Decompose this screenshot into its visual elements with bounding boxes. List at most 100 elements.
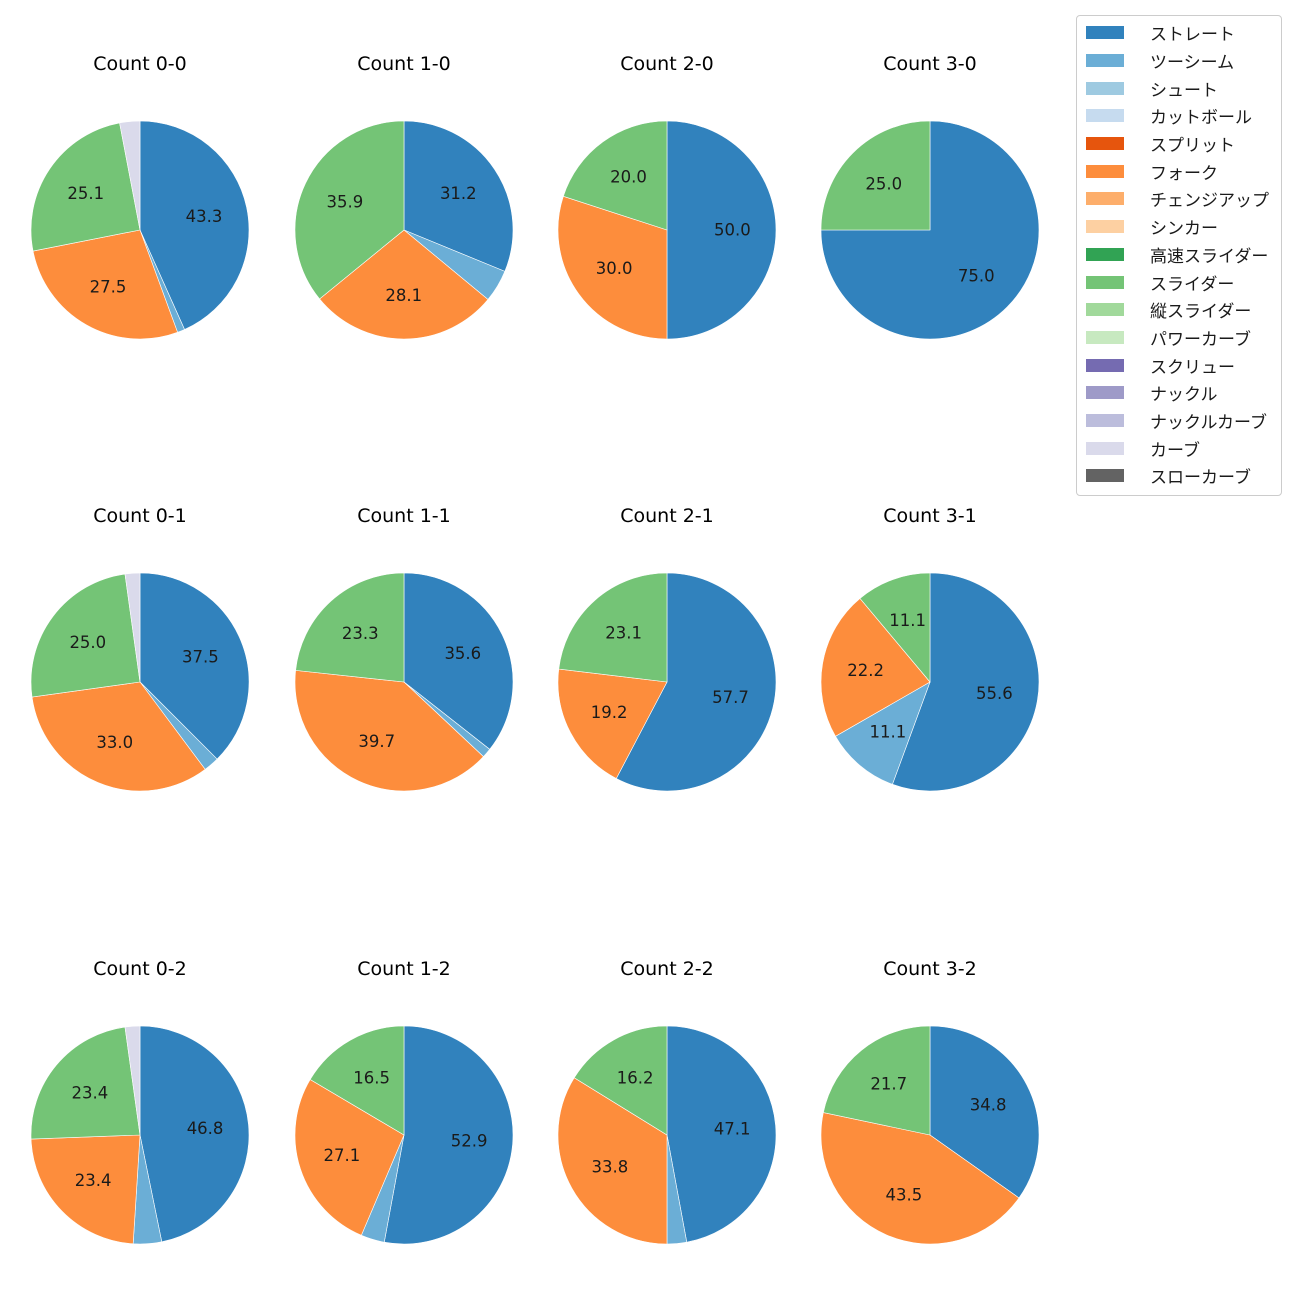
legend-label: スライダー	[1150, 274, 1235, 295]
slice-label: 11.1	[869, 722, 906, 741]
legend-swatch	[1086, 247, 1124, 261]
slice-label: 23.4	[71, 1083, 108, 1102]
pie-slice	[124, 1025, 141, 1136]
slice-label: 31.2	[440, 184, 477, 203]
legend-label: スローカーブ	[1150, 468, 1251, 489]
legend-item: パワーカーブ	[1077, 324, 1281, 352]
pie-slice	[139, 120, 250, 330]
pie-slice	[929, 1025, 1040, 1199]
slice-label: 43.5	[885, 1185, 922, 1204]
slice-label: 39.7	[358, 732, 395, 751]
pie-chart: Count 3-0 75.0 25.0	[820, 53, 1040, 340]
legend-swatch	[1086, 26, 1124, 40]
pie-chart: Count 3-2 34.8 43.5 21.7	[820, 958, 1040, 1245]
legend-swatch	[1086, 81, 1124, 95]
slice-label: 16.5	[353, 1069, 390, 1088]
pie-chart: Count 2-2 47.1 33.8 16.2	[557, 958, 777, 1245]
legend-item: スライダー	[1077, 268, 1281, 296]
pie-slice	[139, 572, 250, 760]
legend-item: チェンジアップ	[1077, 185, 1281, 213]
legend-label: カットボール	[1150, 108, 1252, 129]
slice-label: 37.5	[182, 647, 219, 666]
legend-item: カーブ	[1077, 434, 1281, 462]
pie-slice	[30, 573, 141, 698]
slice-label: 55.6	[976, 684, 1013, 703]
pie-title: Count 0-0	[93, 53, 187, 75]
slice-label: 46.8	[187, 1119, 224, 1138]
legend-item: 縦スライダー	[1077, 296, 1281, 324]
pie-chart: Count 2-0 50.0 30.0 20.0	[557, 53, 777, 340]
pie-slice	[666, 120, 777, 340]
slice-label: 34.8	[970, 1095, 1007, 1114]
pie-chart: Count 1-0 31.2 28.1 35.9	[294, 53, 514, 340]
pie-slice	[309, 1025, 405, 1136]
slice-label: 35.9	[327, 192, 364, 211]
legend-label: ナックルカーブ	[1150, 412, 1267, 433]
legend-label: ストレート	[1150, 25, 1235, 46]
slice-label: 25.1	[67, 184, 104, 203]
slice-label: 52.9	[451, 1131, 488, 1150]
pie-title: Count 3-2	[883, 958, 977, 980]
legend-item: スクリュー	[1077, 351, 1281, 379]
pie-title: Count 1-1	[357, 505, 451, 527]
legend-swatch	[1086, 303, 1124, 317]
pie-slice	[403, 572, 514, 750]
legend-item: シュート	[1077, 74, 1281, 102]
pie-title: Count 2-1	[620, 505, 714, 527]
pie-slice	[835, 681, 931, 785]
pie-slice	[383, 1025, 514, 1245]
legend-label: スクリュー	[1150, 357, 1235, 378]
legend-swatch	[1086, 137, 1124, 151]
pie-slice	[124, 572, 141, 683]
pie-slice	[562, 120, 668, 231]
legend-label: シュート	[1150, 80, 1218, 101]
pie-slice	[119, 120, 141, 231]
legend-label: スプリット	[1150, 136, 1235, 157]
pie-slice	[666, 1025, 777, 1243]
pie-slice	[30, 1134, 141, 1245]
legend-item: カットボール	[1077, 102, 1281, 130]
legend-label: チェンジアップ	[1150, 191, 1269, 212]
legend-swatch	[1086, 413, 1124, 427]
pie-slice	[820, 598, 931, 737]
slice-label: 33.0	[96, 733, 133, 752]
legend-label: 高速スライダー	[1150, 246, 1269, 267]
pie-slice	[294, 120, 405, 300]
legend-item: スローカーブ	[1077, 462, 1281, 490]
legend-item: ストレート	[1077, 19, 1281, 47]
slice-label: 30.0	[596, 259, 633, 278]
pie-slice	[557, 195, 668, 340]
pie-slice	[573, 1025, 668, 1136]
slice-label: 19.2	[591, 703, 628, 722]
pie-chart: Count 0-0 43.3 27.5 25.1	[30, 53, 250, 340]
pie-slice	[295, 572, 405, 683]
pie-slice	[403, 120, 514, 272]
legend-swatch	[1086, 275, 1124, 289]
pie-chart: Count 0-2 46.8 23.4 23.4	[30, 958, 250, 1245]
legend-item: ナックルカーブ	[1077, 407, 1281, 435]
pie-chart: Count 1-1 35.6 39.7 23.3	[294, 505, 514, 792]
legend-label: ツーシーム	[1150, 53, 1235, 74]
pie-title: Count 3-1	[883, 505, 977, 527]
slice-label: 27.5	[90, 278, 127, 297]
pie-slice	[139, 1025, 250, 1243]
pie-slice	[30, 1026, 141, 1140]
pie-title: Count 0-2	[93, 958, 187, 980]
pie-title: Count 2-0	[620, 53, 714, 75]
pie-slice	[822, 1025, 931, 1136]
pie-slice	[820, 1112, 1020, 1245]
legend-swatch	[1086, 469, 1124, 483]
slice-label: 47.1	[714, 1120, 751, 1139]
pie-chart: Count 1-2 52.9 27.1 16.5	[294, 958, 514, 1245]
pie-title: Count 1-2	[357, 958, 451, 980]
pie-slice	[557, 1077, 668, 1245]
pie-slice	[32, 229, 178, 340]
pie-chart: Count 3-1 55.6 11.1 22.2 11.1	[820, 505, 1040, 792]
slice-label: 50.0	[714, 221, 751, 240]
pie-slice	[557, 668, 668, 779]
slice-label: 23.4	[75, 1171, 112, 1190]
pie-chart: Count 2-1 57.7 19.2 23.1	[557, 505, 777, 792]
slice-label: 11.1	[889, 611, 926, 630]
pie-slice	[294, 1079, 405, 1236]
pie-slice	[558, 572, 668, 683]
